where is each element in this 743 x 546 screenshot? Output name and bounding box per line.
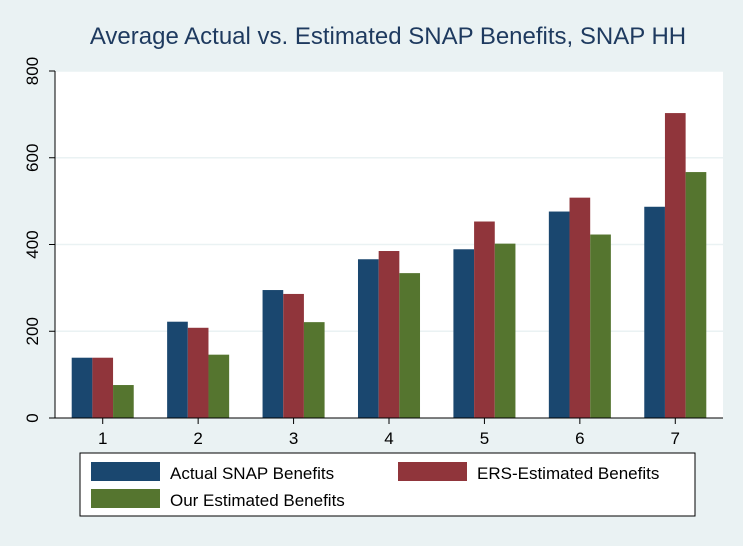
- bar: [569, 197, 591, 418]
- x-tick-label: 2: [193, 429, 202, 448]
- bar: [262, 290, 284, 418]
- x-tick-label: 6: [575, 429, 584, 448]
- x-tick-label: 1: [98, 429, 107, 448]
- bar: [548, 211, 570, 418]
- chart-title: Average Actual vs. Estimated SNAP Benefi…: [90, 23, 686, 50]
- y-tick-label: 800: [23, 57, 42, 85]
- bar: [92, 357, 114, 418]
- x-tick-label: 7: [671, 429, 680, 448]
- y-tick-label: 400: [23, 230, 42, 258]
- bar: [113, 385, 134, 418]
- legend-box: [79, 452, 696, 517]
- bar: [494, 243, 516, 418]
- bar: [453, 249, 475, 418]
- legend-label: ERS-Estimated Benefits: [477, 464, 659, 483]
- gridlines: [55, 70, 723, 332]
- legend-swatch: [91, 489, 160, 508]
- bar: [590, 234, 611, 418]
- legend-swatch: [398, 462, 467, 481]
- legend-label: Our Estimated Benefits: [170, 491, 345, 510]
- bars: [71, 113, 707, 418]
- bar: [357, 259, 379, 418]
- legend-swatch: [91, 462, 160, 481]
- bar: [644, 206, 665, 418]
- y-tick-label: 0: [23, 413, 42, 422]
- bar: [208, 354, 230, 418]
- legend: Actual SNAP Benefits ERS-Estimated Benefi…: [79, 452, 696, 517]
- bar: [187, 327, 209, 418]
- x-tick-label: 3: [289, 429, 298, 448]
- bar: [378, 251, 400, 418]
- bar: [283, 293, 304, 418]
- bar: [71, 357, 93, 418]
- bar: [474, 221, 495, 418]
- x-tick-label: 5: [480, 429, 489, 448]
- legend-label: Actual SNAP Benefits: [170, 464, 334, 483]
- bar: [303, 322, 325, 418]
- x-axis: 1 2 3 4 5 6 7: [98, 418, 680, 448]
- bar: [664, 113, 686, 418]
- bar: [399, 273, 421, 418]
- y-tick-label: 200: [23, 317, 42, 345]
- y-tick-label: 600: [23, 144, 42, 172]
- x-tick-label: 4: [384, 429, 393, 448]
- y-axis: 0 200 400 600 800: [23, 57, 55, 423]
- bar: [167, 321, 188, 418]
- bar: [685, 172, 707, 418]
